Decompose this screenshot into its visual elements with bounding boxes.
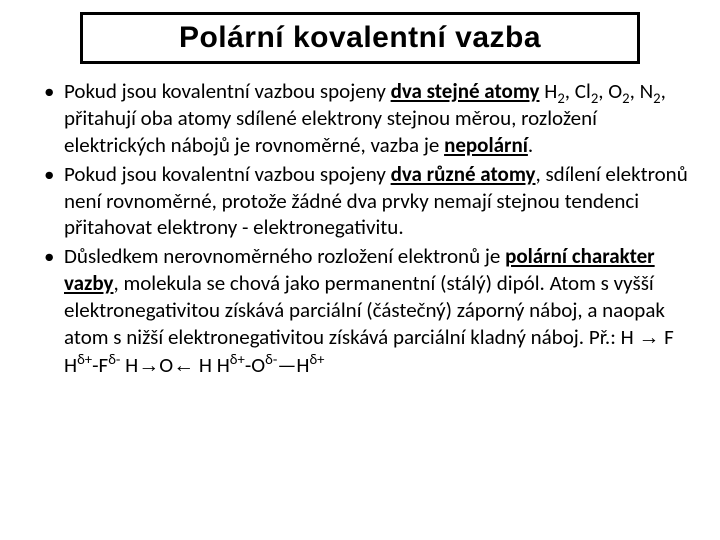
text: Pokud jsou kovalentní vazbou spojeny: [64, 161, 391, 187]
text: , O: [598, 78, 622, 104]
text: H: [540, 78, 558, 104]
text: -O: [245, 352, 265, 378]
text: , N: [630, 78, 654, 104]
text: Pokud jsou kovalentní vazbou spojeny: [64, 78, 391, 104]
text: H: [296, 352, 309, 378]
subscript: 2: [622, 89, 629, 107]
text: H: [120, 352, 138, 378]
superscript: δ+: [309, 350, 324, 368]
text: O: [159, 352, 173, 378]
text: .: [528, 132, 533, 158]
slide: { "title": "Polární kovalentní vazba", "…: [0, 0, 720, 540]
dash-icon: —: [277, 352, 296, 378]
arrow-left-icon: ←: [173, 354, 194, 377]
text: -F: [92, 352, 108, 378]
title-box: Polární kovalentní vazba: [80, 12, 640, 64]
bullet-2: Pokud jsou kovalentní vazbou spojeny dva…: [36, 161, 690, 242]
superscript: δ-: [108, 350, 120, 368]
bullet-1: Pokud jsou kovalentní vazbou spojeny dva…: [36, 78, 690, 159]
bullet-list: Pokud jsou kovalentní vazbou spojeny dva…: [36, 78, 690, 380]
text: , Cl: [565, 78, 591, 104]
text-bold-underline: dva stejné atomy: [391, 78, 540, 104]
subscript: 2: [653, 89, 660, 107]
superscript: δ+: [77, 350, 92, 368]
text: , molekula se chová jako permanentní (st…: [64, 270, 665, 350]
slide-title: Polární kovalentní vazba: [179, 21, 541, 54]
superscript: δ-: [265, 350, 277, 368]
text: Důsledkem nerovnoměrného rozložení elekt…: [64, 243, 505, 269]
text-bold-underline: nepolární: [444, 132, 528, 158]
arrow-right-icon: →: [638, 326, 659, 349]
arrow-right-icon: →: [138, 354, 159, 377]
text: H H: [194, 352, 230, 378]
superscript: δ+: [230, 350, 245, 368]
bullet-3: Důsledkem nerovnoměrného rozložení elekt…: [36, 243, 690, 379]
text-bold-underline: dva různé atomy: [391, 161, 536, 187]
